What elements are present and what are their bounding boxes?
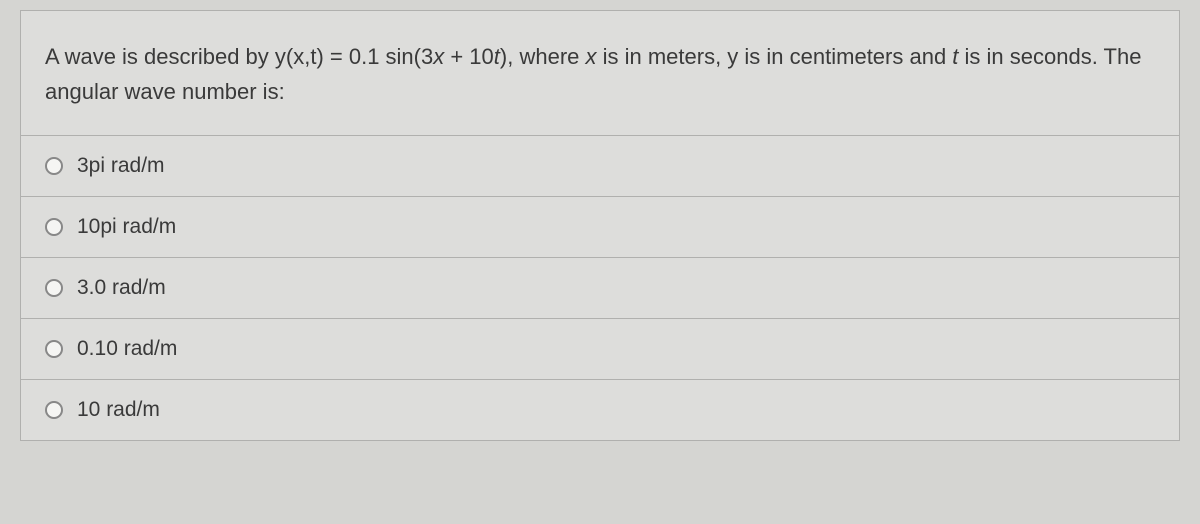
option-row[interactable]: 0.10 rad/m <box>21 319 1179 380</box>
option-label: 0.10 rad/m <box>77 337 177 361</box>
radio-button[interactable] <box>45 340 63 358</box>
radio-button[interactable] <box>45 401 63 419</box>
option-row[interactable]: 10 rad/m <box>21 380 1179 440</box>
question-part-4: ), where <box>500 44 586 69</box>
question-var-x: x <box>433 44 444 69</box>
option-label: 10 rad/m <box>77 398 160 422</box>
option-label: 3pi rad/m <box>77 154 165 178</box>
question-part-0: A wave is described by y(x,t) = 0.1 sin(… <box>45 44 433 69</box>
question-container: A wave is described by y(x,t) = 0.1 sin(… <box>20 10 1180 441</box>
options-list: 3pi rad/m 10pi rad/m 3.0 rad/m 0.10 rad/… <box>21 135 1179 440</box>
option-row[interactable]: 3.0 rad/m <box>21 258 1179 319</box>
radio-button[interactable] <box>45 157 63 175</box>
question-var-x2: x <box>586 44 597 69</box>
option-label: 10pi rad/m <box>77 215 176 239</box>
question-part-2: + 10 <box>444 44 494 69</box>
question-text: A wave is described by y(x,t) = 0.1 sin(… <box>21 11 1179 135</box>
question-part-6: is in meters, y is in centimeters and <box>597 44 953 69</box>
option-label: 3.0 rad/m <box>77 276 166 300</box>
radio-button[interactable] <box>45 279 63 297</box>
radio-button[interactable] <box>45 218 63 236</box>
option-row[interactable]: 10pi rad/m <box>21 197 1179 258</box>
option-row[interactable]: 3pi rad/m <box>21 136 1179 197</box>
